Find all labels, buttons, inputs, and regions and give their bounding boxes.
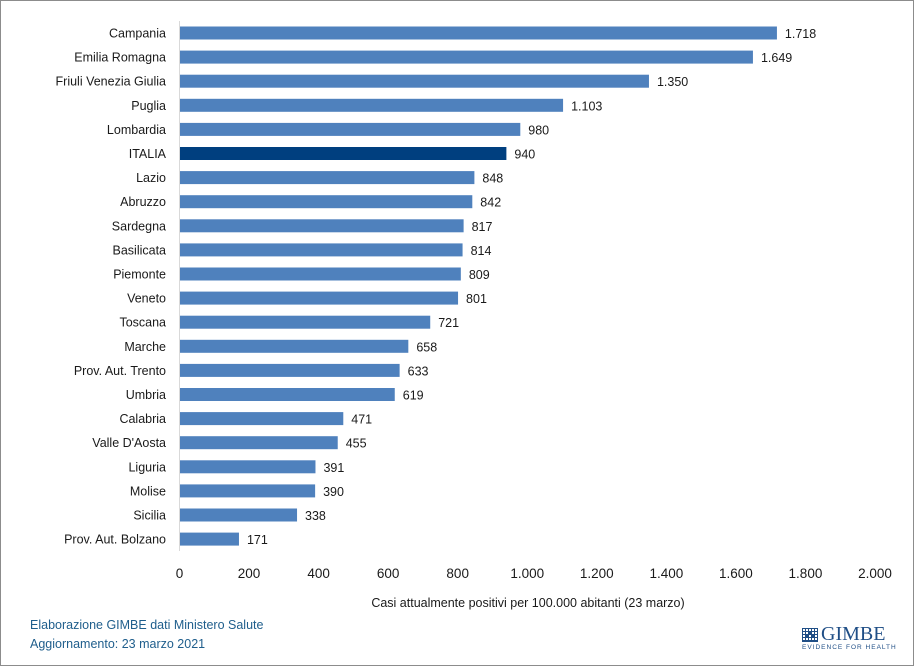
bar-sardegna	[179, 219, 464, 233]
category-label: Sicilia	[133, 509, 166, 523]
category-label: Prov. Aut. Trento	[74, 364, 166, 378]
x-tick-label: 400	[307, 566, 330, 581]
value-label: 1.350	[657, 75, 688, 89]
bar-campania	[179, 26, 777, 40]
bar-marche	[179, 339, 409, 353]
value-label: 809	[469, 268, 490, 282]
value-label: 619	[403, 389, 424, 403]
value-label: 940	[514, 148, 535, 162]
x-tick-label: 1.400	[649, 566, 683, 581]
x-tick-label: 1.000	[510, 566, 544, 581]
bar-molise	[179, 484, 316, 498]
x-tick-label: 1.600	[719, 566, 753, 581]
x-tick-label: 0	[176, 566, 184, 581]
logo-wordmark: GIMBE	[821, 623, 886, 645]
value-label: 1.718	[785, 27, 816, 41]
value-label: 721	[438, 316, 459, 330]
category-label: Toscana	[119, 316, 166, 330]
bar-veneto	[179, 291, 459, 305]
category-label: Valle D'Aosta	[92, 436, 166, 450]
value-label: 455	[346, 437, 367, 451]
category-label: Lazio	[136, 171, 166, 185]
category-label: Campania	[109, 27, 166, 41]
bar-italia	[179, 147, 507, 160]
value-label: 633	[408, 364, 429, 378]
x-tick-label: 1.200	[580, 566, 614, 581]
category-label: Puglia	[131, 99, 166, 113]
bar-puglia	[179, 98, 564, 112]
category-label: ITALIA	[129, 147, 167, 161]
logo-grid-icon	[802, 628, 818, 642]
category-label: Friuli Venezia Giulia	[56, 75, 167, 89]
bar-umbria	[179, 388, 395, 401]
category-label: Lombardia	[107, 123, 166, 137]
value-label: 848	[482, 172, 503, 186]
value-label: 171	[247, 533, 268, 547]
bar-piemonte	[179, 267, 461, 281]
logo-tagline: EVIDENCE FOR HEALTH	[802, 644, 897, 651]
x-axis-title: Casi attualmente positivi per 100.000 ab…	[371, 596, 684, 610]
value-label: 842	[480, 196, 501, 210]
bar-sicilia	[179, 508, 298, 522]
x-tick-label: 1.800	[789, 566, 823, 581]
category-label: Marche	[124, 340, 166, 354]
value-label: 1.649	[761, 51, 792, 65]
value-label: 801	[466, 292, 487, 306]
bar-valle-d-aosta	[179, 436, 338, 450]
value-label: 471	[351, 413, 372, 427]
x-tick-label: 2.000	[858, 566, 892, 581]
category-label: Calabria	[119, 412, 166, 426]
bars-group: Campania 1.718 Emilia Romagna 1.649 Friuli V…	[56, 26, 816, 547]
category-label: Umbria	[126, 388, 166, 402]
update-note: Aggiornamento: 23 marzo 2021	[30, 637, 206, 651]
category-label: Veneto	[127, 292, 166, 306]
x-axis-ticks: 0 200 400 600 800 1.000 1.200 1.400 1.600 1.800 2.…	[176, 566, 892, 581]
bar-lombardia	[179, 122, 521, 136]
x-tick-label: 600	[377, 566, 400, 581]
bar-calabria	[179, 412, 344, 426]
value-label: 1.103	[571, 99, 602, 113]
value-label: 814	[471, 244, 492, 258]
category-label: Molise	[130, 484, 166, 498]
value-label: 391	[323, 461, 344, 475]
x-tick-label: 200	[238, 566, 261, 581]
category-label: Liguria	[128, 460, 166, 474]
bar-prov-aut-bolzano	[179, 532, 239, 546]
category-label: Basilicata	[113, 243, 167, 257]
bar-liguria	[179, 460, 316, 474]
bar-basilicata	[179, 243, 463, 257]
bar-abruzzo	[179, 195, 473, 209]
source-note: Elaborazione GIMBE dati Ministero Salute	[30, 618, 264, 632]
bar-lazio	[179, 171, 475, 185]
bar-prov-aut-trento	[179, 363, 400, 377]
category-label: Piemonte	[113, 268, 166, 282]
category-label: Emilia Romagna	[74, 51, 166, 65]
x-tick-label: 800	[446, 566, 469, 581]
category-label: Sardegna	[112, 219, 166, 233]
bar-toscana	[179, 315, 431, 329]
value-label: 390	[323, 485, 344, 499]
value-label: 338	[305, 509, 326, 523]
value-label: 980	[528, 123, 549, 137]
value-label: 817	[472, 220, 493, 234]
category-label: Abruzzo	[120, 195, 166, 209]
value-label: 658	[416, 340, 437, 354]
gimbe-logo: GIMBE EVIDENCE FOR HEALTH	[801, 623, 896, 654]
category-label: Prov. Aut. Bolzano	[64, 533, 166, 547]
bar-friuli-venezia-giulia	[179, 74, 649, 88]
bar-emilia-romagna	[179, 50, 753, 64]
